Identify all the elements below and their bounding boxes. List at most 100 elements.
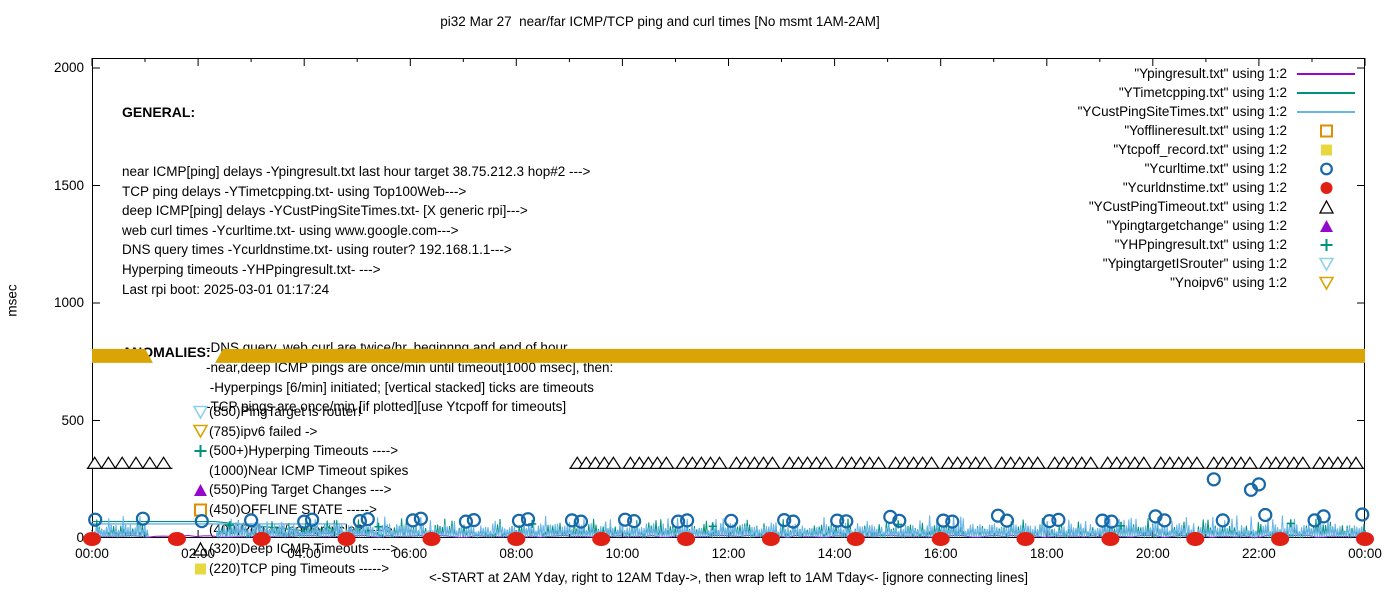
- triangle-down-open-icon: [192, 423, 209, 439]
- anomalies-notes: ANOMALIES: (850)PingTarget is router! (78…: [122, 304, 408, 600]
- plus-icon: [1320, 238, 1332, 251]
- x-tick-label: 08:00: [499, 546, 534, 561]
- square-open-icon: [194, 503, 207, 517]
- anomaly-item: (450)OFFLINE STATE ----->: [192, 500, 408, 520]
- legend-label: "YCustPingSiteTimes.txt" using 1:2: [1077, 104, 1287, 119]
- x-axis-caption: <-START at 2AM Yday, right to 12AM Tday-…: [429, 570, 1028, 585]
- anomaly-text: (550)Ping Target Changes --->: [209, 482, 392, 498]
- anomaly-text: (850)PingTarget is router!: [209, 403, 362, 419]
- legend-label: "Yofflineresult.txt" using 1:2: [1124, 123, 1287, 138]
- y-tick-label: 2000: [53, 60, 84, 75]
- legend-label: "YCustPingTimeout.txt" using 1:2: [1088, 199, 1287, 214]
- triangle-filled-icon: [1319, 219, 1333, 232]
- y-tick-label: 500: [61, 412, 84, 428]
- legend-row: "YpingtargetISrouter" using 1:2: [1035, 254, 1365, 273]
- triangle-down-open-icon: [192, 405, 209, 420]
- square-filled-icon: [192, 561, 209, 577]
- x-tick-label: 22:00: [1242, 546, 1276, 561]
- triangle-open-icon: [1318, 199, 1334, 214]
- legend-label: "Ynoipv6" using 1:2: [1170, 275, 1287, 290]
- square-filled-icon: [1320, 144, 1332, 155]
- line-swatch: [1287, 110, 1365, 113]
- x-tick-label: 20:00: [1135, 546, 1170, 561]
- x-tick-label: 04:00: [287, 546, 322, 561]
- square-open-icon: [1287, 123, 1365, 139]
- anomaly-text: (320)Deep ICMP Timeouts ---->: [209, 541, 399, 557]
- legend-label: "Ycurldnstime.txt" using 1:2: [1122, 180, 1287, 195]
- legend-row: "Ypingresult.txt" using 1:2: [1035, 64, 1365, 83]
- no-marker: [192, 463, 209, 479]
- triangle-open-icon: [192, 541, 209, 557]
- no-marker: [192, 521, 209, 537]
- legend-row: "Ynoipv6" using 1:2: [1035, 273, 1365, 292]
- legend-row: "YCustPingSiteTimes.txt" using 1:2: [1035, 102, 1365, 121]
- legend-row: "YHPpingresult.txt" using 1:2: [1035, 235, 1365, 254]
- plus-icon: [1287, 237, 1365, 253]
- x-tick-label: 18:00: [1029, 546, 1064, 561]
- anomaly-item: (550)Ping Target Changes --->: [192, 480, 408, 500]
- legend-label: "YTimetcpping.txt" using 1:2: [1118, 85, 1287, 100]
- anomaly-text: (1000)Near ICMP Timeout spikes: [209, 462, 409, 478]
- general-lines: near ICMP[ping] delays -Ypingresult.txt …: [122, 162, 613, 299]
- x-tick-label: 12:00: [711, 546, 746, 561]
- general-line: Hyperping timeouts -YHPpingresult.txt- -…: [122, 261, 381, 277]
- general-line: DNS query times -Ycurldnstime.txt- using…: [122, 242, 512, 258]
- plus-icon: [194, 444, 207, 457]
- general-line: Last rpi boot: 2025-03-01 01:17:24: [122, 281, 330, 297]
- plus-icon: [192, 443, 209, 459]
- triangle-down-open-icon: [1287, 256, 1365, 272]
- anomaly-item: (220)TCP ping Timeouts ----->: [192, 559, 408, 579]
- triangle-open-icon: [192, 541, 209, 556]
- general-line: near ICMP[ping] delays -Ypingresult.txt …: [122, 163, 591, 179]
- legend-label: "Ytcpoff_record.txt" using 1:2: [1113, 142, 1287, 157]
- anomaly-item: (320)Deep ICMP Timeouts ---->: [192, 539, 408, 559]
- legend-label: "Ypingtargetchange" using 1:2: [1106, 218, 1287, 233]
- triangle-filled-icon: [194, 484, 207, 497]
- legend-row: "Ycurltime.txt" using 1:2: [1035, 159, 1365, 178]
- x-tick-label: 00:00: [75, 546, 109, 561]
- triangle-down-open-icon: [192, 404, 209, 420]
- legend-label: "Ycurltime.txt" using 1:2: [1144, 161, 1287, 176]
- circle-open-icon: [1287, 161, 1365, 177]
- x-tick-label: 10:00: [605, 546, 640, 561]
- line-swatch: [1287, 72, 1365, 75]
- general-heading: GENERAL:: [122, 104, 196, 121]
- triangle-open-icon: [1287, 199, 1365, 215]
- square-filled-icon: [195, 563, 206, 575]
- triangle-down-open-icon: [1287, 275, 1365, 291]
- general-line: web curl times -Ycurltime.txt- using www…: [122, 222, 459, 238]
- square-open-icon: [192, 502, 209, 518]
- anomaly-item: (1000)Near ICMP Timeout spikes: [192, 461, 408, 481]
- anomalies-heading: ANOMALIES:: [122, 344, 211, 361]
- square-filled-icon: [1287, 142, 1365, 158]
- x-tick-label: 14:00: [817, 546, 852, 561]
- anomaly-text: (450)OFFLINE STATE ----->: [209, 501, 377, 517]
- legend-label: "YpingtargetISrouter" using 1:2: [1102, 256, 1287, 271]
- general-line: deep ICMP[ping] delays -YCustPingSiteTim…: [122, 203, 528, 219]
- anomaly-item: (500+)Hyperping Timeouts ---->: [192, 441, 408, 461]
- anomaly-text: (785)ipv6 failed ->: [209, 423, 318, 439]
- x-tick-label: 16:00: [923, 546, 958, 561]
- legend-row: "Yofflineresult.txt" using 1:2: [1035, 121, 1365, 140]
- anomaly-text: (220)TCP ping Timeouts ----->: [209, 560, 390, 576]
- x-tick-label: 00:00: [1348, 546, 1382, 561]
- x-tick-label: 06:00: [393, 546, 428, 561]
- square-open-icon: [1319, 124, 1333, 137]
- triangle-down-open-icon: [192, 425, 209, 439]
- anomaly-text: (400)Reboot/powercycle? ---->: [209, 521, 393, 537]
- triangle-filled-icon: [1287, 218, 1365, 234]
- anomaly-item: (785)ipv6 failed ->: [192, 422, 408, 442]
- anomaly-item: (850)PingTarget is router!: [192, 402, 408, 422]
- circle-open-icon: [1319, 162, 1333, 175]
- circle-filled-icon: [1320, 181, 1332, 194]
- general-line: TCP ping delays -YTimetcpping.txt- using…: [122, 183, 467, 199]
- legend-row: "YCustPingTimeout.txt" using 1:2: [1035, 197, 1365, 216]
- anomaly-item: (400)Reboot/powercycle? ---->: [192, 520, 408, 540]
- legend-row: "Ycurldnstime.txt" using 1:2: [1035, 178, 1365, 197]
- legend-label: "Ypingresult.txt" using 1:2: [1134, 66, 1287, 81]
- anomaly-text: (500+)Hyperping Timeouts ---->: [209, 443, 399, 459]
- legend-row: "YTimetcpping.txt" using 1:2: [1035, 83, 1365, 102]
- legend: "Ypingresult.txt" using 1:2 "YTimetcpping…: [1035, 64, 1365, 292]
- chart-title: pi32 Mar 27 near/far ICMP/TCP ping and c…: [440, 14, 880, 29]
